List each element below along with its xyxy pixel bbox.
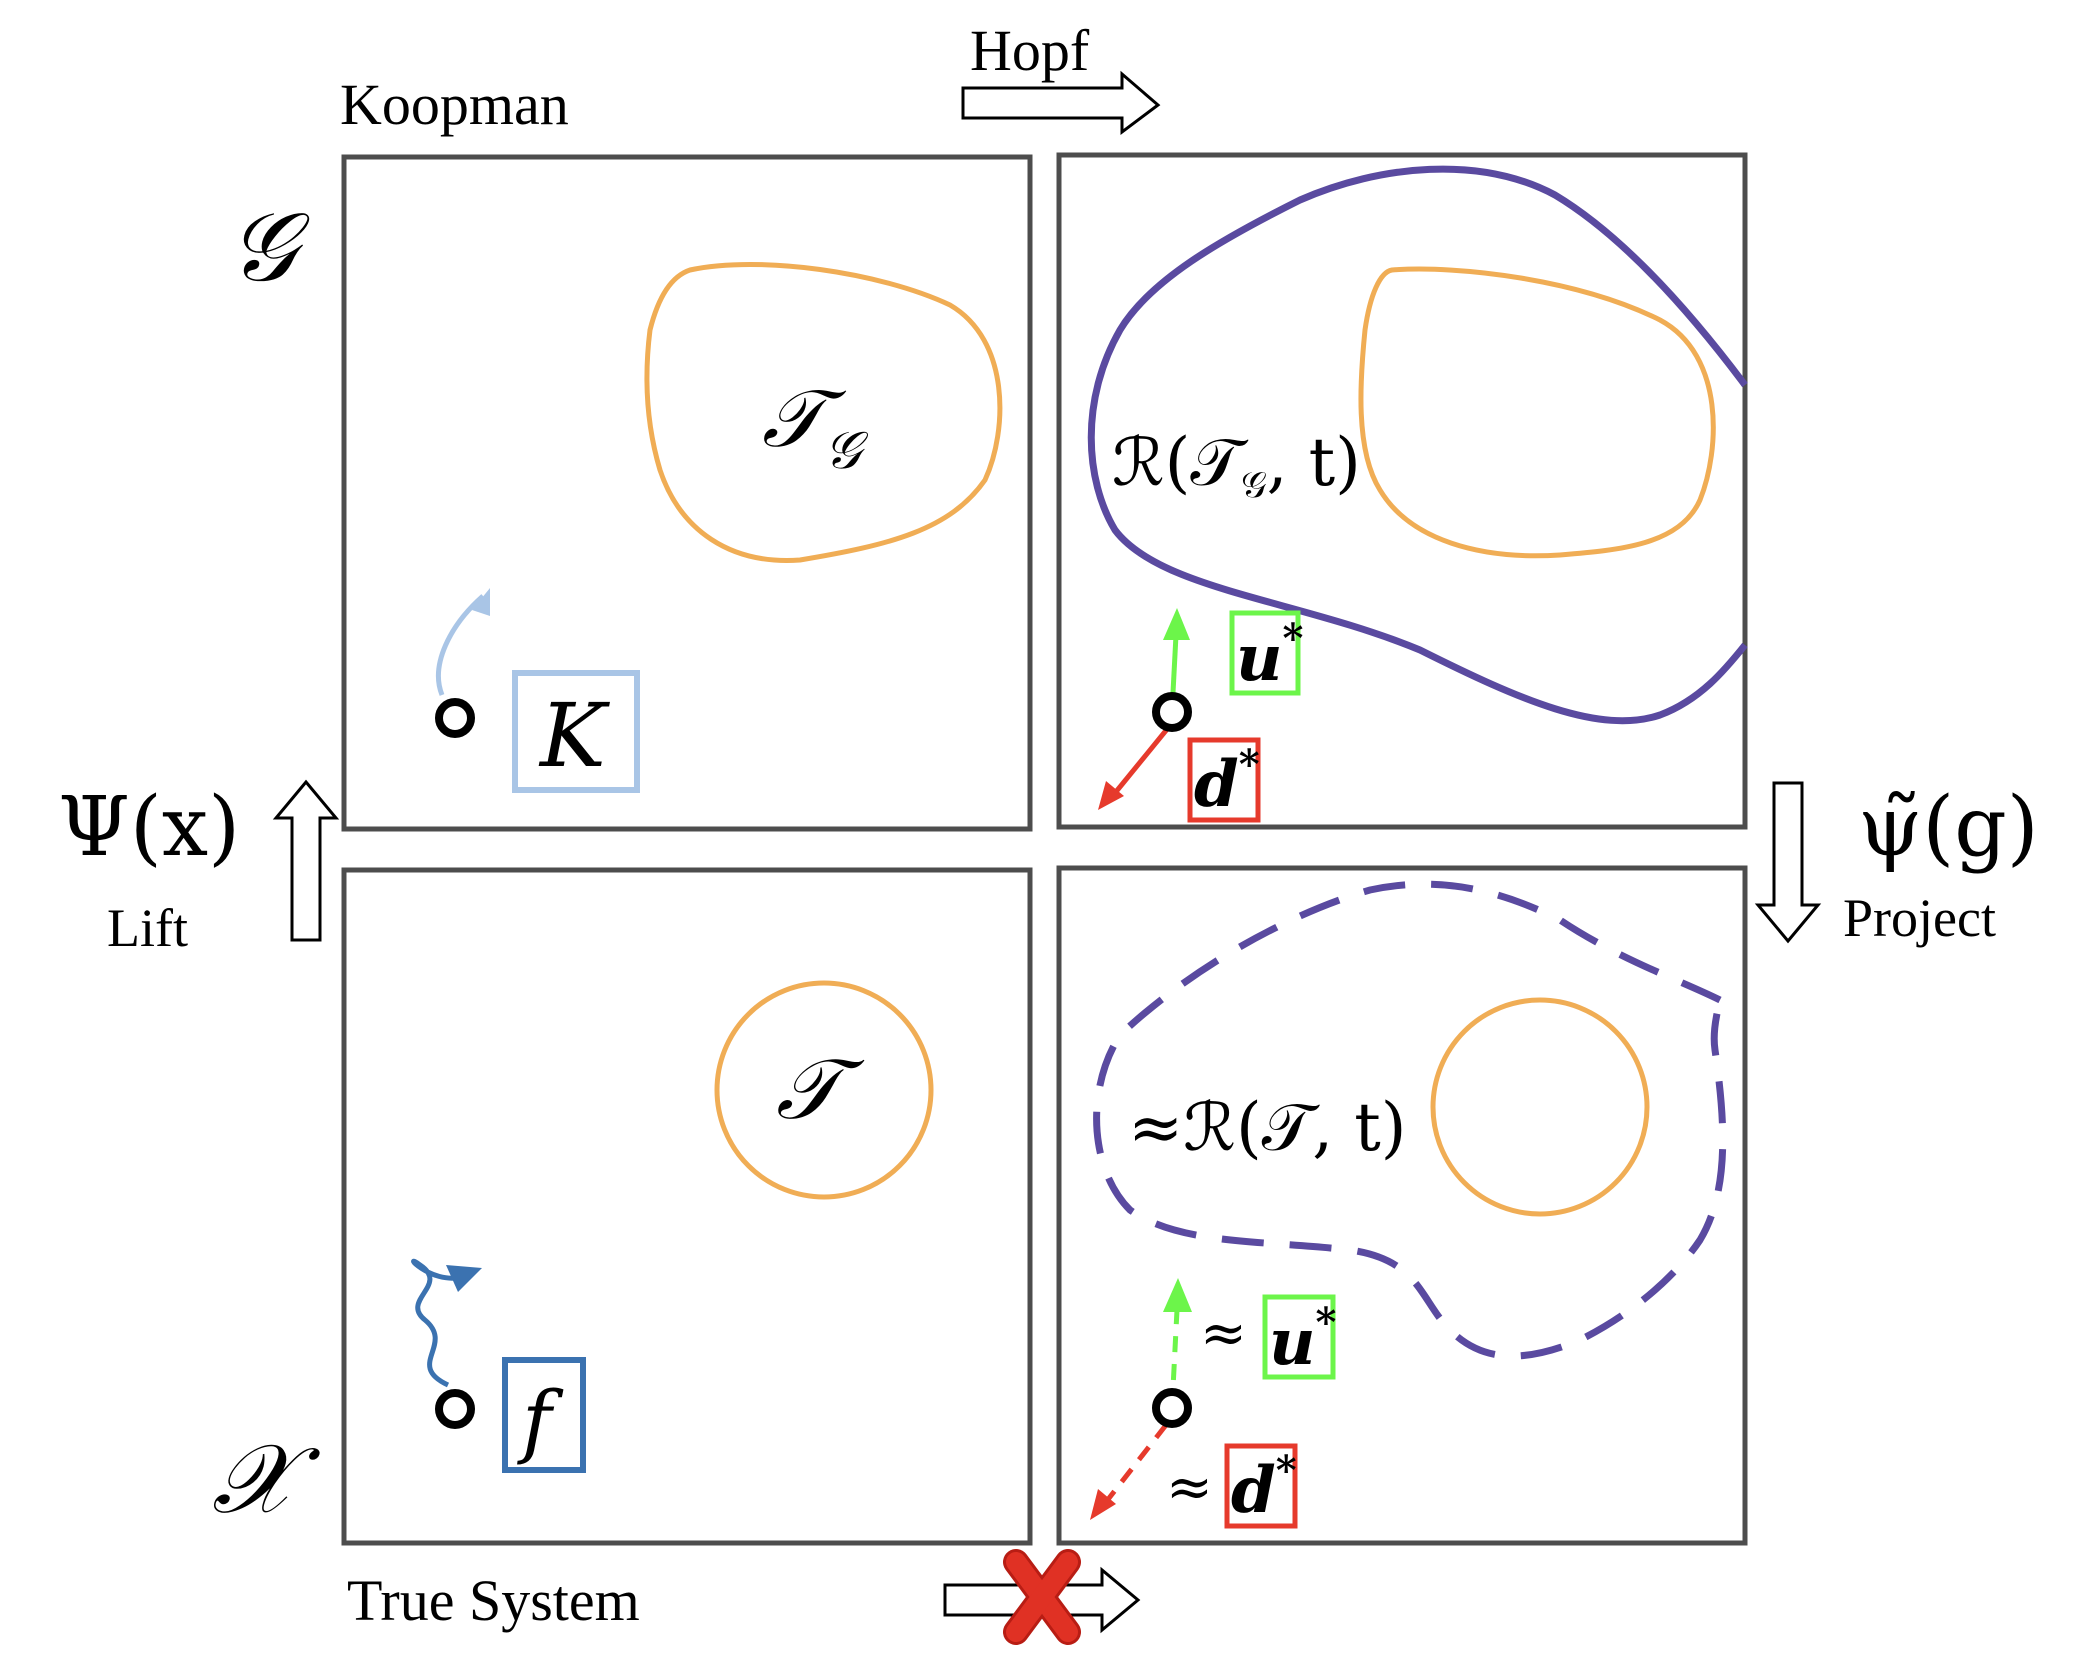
approx-reach-set-label: ≈ℛ(𝒯, t) — [1128, 1089, 1407, 1166]
space-x-label: 𝒳 — [212, 1423, 321, 1535]
approx-disturbance-symbol: ≈ — [1166, 1455, 1213, 1520]
blocked-cross-icon — [1003, 1549, 1081, 1645]
koopman-label: Koopman — [340, 72, 569, 137]
dynamics-arrowhead-icon — [446, 1265, 482, 1292]
control-box — [1229, 610, 1301, 696]
lifted-target-curve — [644, 262, 1003, 563]
approx-reach-set-curve — [1093, 880, 1727, 1360]
projected-target-circle — [1430, 997, 1650, 1217]
reach-set-label: ℛ(𝒯𝒢, t) — [1112, 424, 1361, 506]
approx-disturbance-box — [1224, 1443, 1298, 1529]
true-state-point — [435, 1389, 475, 1429]
projected-panel — [1056, 865, 1748, 1546]
hopf-state-point — [1152, 692, 1192, 732]
true-system-panel — [341, 867, 1033, 1546]
koopman-operator-label: K — [538, 684, 610, 787]
hopf-label: Hopf — [970, 18, 1090, 83]
control-arrowhead-icon — [1163, 608, 1190, 640]
approx-disturbance-label: d* — [1231, 1447, 1297, 1528]
true-target-circle — [714, 980, 934, 1200]
true-system-label: True System — [347, 1568, 640, 1633]
approx-disturbance-arrowhead-icon — [1090, 1489, 1116, 1520]
projected-state-point — [1152, 1388, 1192, 1428]
disturbance-arrowhead-icon — [1098, 781, 1124, 810]
lift-label: Lift — [107, 898, 188, 958]
lift-map-label: Ψ(x) — [58, 780, 240, 875]
koopman-operator-box — [512, 670, 640, 793]
space-g-label: 𝒢 — [228, 191, 310, 303]
control-label: u* — [1236, 615, 1304, 696]
disturbance-label: d* — [1194, 741, 1260, 822]
koopman-arrowhead-icon — [472, 588, 490, 616]
dynamics-box — [502, 1357, 586, 1473]
dynamics-evolution-arrow — [411, 1258, 463, 1388]
project-arrow-icon — [1754, 781, 1822, 944]
project-map-label: ψ̃(g) — [1858, 780, 2039, 875]
disturbance-box — [1187, 737, 1261, 823]
approx-control-box — [1262, 1294, 1336, 1380]
lifted-state-point — [435, 698, 475, 738]
reach-set-curve — [1087, 165, 1748, 725]
disturbance-arrow — [1113, 726, 1170, 795]
koopman-evolution-arrow — [436, 594, 485, 696]
project-label: Project — [1843, 888, 1996, 948]
approx-control-arrowhead-icon — [1163, 1278, 1192, 1312]
approx-control-symbol: ≈ — [1200, 1301, 1247, 1366]
hopf-arrow-icon — [961, 70, 1161, 135]
hopf-target-curve — [1358, 266, 1716, 559]
lift-arrow-icon — [272, 779, 340, 942]
approx-control-label: u* — [1269, 1299, 1337, 1380]
